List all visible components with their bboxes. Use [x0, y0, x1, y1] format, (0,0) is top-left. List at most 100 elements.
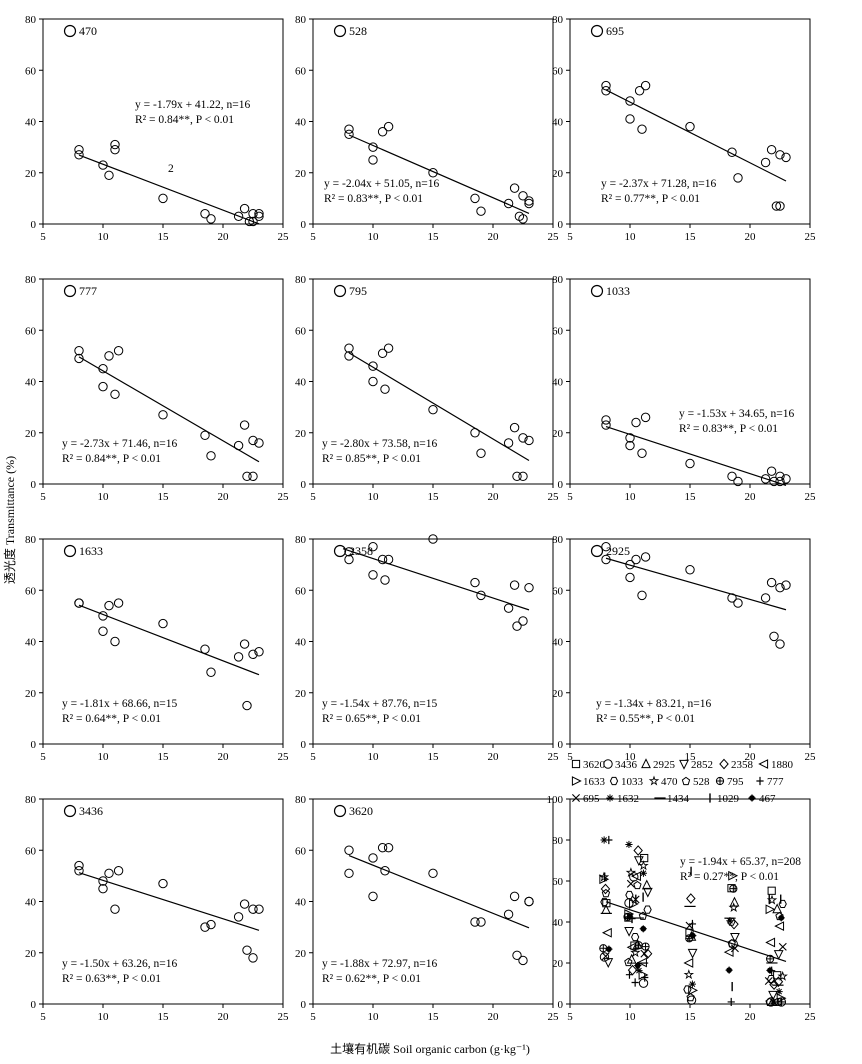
- data-point: [631, 554, 641, 565]
- y-tick-label: 60: [552, 325, 564, 337]
- data-point: [110, 389, 120, 400]
- data-point: [686, 992, 695, 1002]
- data-point: [601, 80, 611, 91]
- legend-label: 695: [583, 793, 600, 805]
- data-point: [74, 144, 84, 155]
- x-tick-label: 10: [368, 751, 380, 763]
- data-point: [428, 168, 438, 178]
- panel-label: 695: [606, 24, 624, 38]
- data-point: [683, 985, 692, 994]
- data-point: [518, 955, 528, 966]
- data-point: [777, 997, 785, 1007]
- legend-label: 2358: [731, 759, 754, 771]
- y-tick-label: 80: [25, 794, 37, 806]
- x-tick-label: 25: [548, 231, 560, 243]
- legend-marker: [572, 794, 580, 802]
- data-point: [74, 860, 84, 871]
- data-point: [775, 150, 785, 160]
- data-point: [254, 904, 264, 914]
- x-tick-label: 10: [625, 231, 637, 243]
- r-squared: R² = 0.27**, P < 0.01: [680, 871, 779, 883]
- x-tick-label: 10: [98, 491, 110, 503]
- data-point: [74, 353, 84, 364]
- data-point: [728, 902, 739, 913]
- data-point: [773, 950, 784, 960]
- data-point: [638, 978, 649, 988]
- legend-label: 777: [767, 776, 784, 788]
- panel-2358: 5 10 15 20 25 0 20 40 60 80 2358 y = -1.54x + 87.76…: [295, 534, 559, 763]
- data-point: [638, 860, 649, 871]
- x-tick-label: 5: [40, 1011, 46, 1023]
- r-squared: R² = 0.64**, P < 0.01: [62, 713, 161, 725]
- x-tick-label: 20: [745, 1011, 757, 1023]
- data-point: [158, 193, 168, 204]
- r-squared: R² = 0.83**, P < 0.01: [679, 423, 778, 435]
- legend-label: 470: [661, 776, 678, 788]
- data-point: [775, 201, 785, 211]
- data-point: [629, 872, 639, 882]
- legend-marker: [679, 759, 689, 770]
- panel-470: 5 10 15 20 25 0 20 40 60 80 470 y = -1.79x + 41.22,…: [25, 14, 289, 243]
- data-point: [524, 582, 534, 593]
- panel-label-marker: [63, 804, 77, 818]
- regression-equation: y = -1.88x + 72.97, n=16: [322, 958, 438, 970]
- data-point: [113, 598, 124, 608]
- legend-marker: [719, 758, 729, 770]
- data-point: [601, 952, 610, 961]
- legend-label: 3436: [615, 759, 638, 771]
- data-point: [98, 626, 108, 636]
- y-tick-label: 0: [558, 999, 564, 1011]
- x-tick-label: 15: [428, 751, 440, 763]
- data-point: [158, 878, 168, 889]
- y-tick-label: 40: [552, 637, 564, 649]
- data-point: [686, 995, 697, 1005]
- legend-label: 795: [727, 776, 744, 788]
- data-point: [503, 438, 514, 448]
- data-point: [254, 438, 264, 448]
- y-tick-label: 40: [552, 117, 564, 129]
- data-point: [641, 879, 652, 890]
- y-tick-label: 80: [295, 794, 307, 806]
- data-point: [377, 127, 388, 137]
- data-point: [729, 884, 738, 893]
- x-tick-label: 10: [625, 491, 637, 503]
- data-point: [768, 990, 778, 1001]
- data-point: [600, 883, 611, 895]
- x-tick-label: 10: [625, 751, 637, 763]
- data-point: [625, 433, 635, 443]
- data-point: [512, 621, 522, 631]
- data-point: [470, 917, 480, 927]
- legend-marker: [603, 759, 613, 769]
- data-point: [248, 435, 258, 446]
- data-point: [640, 80, 651, 91]
- panel-1033: 5 10 15 20 25 0 20 40 60 80 1033 y = -1.53x + 34.65…: [552, 274, 816, 503]
- data-point: [640, 853, 649, 863]
- data-point: [98, 876, 108, 886]
- data-point: [775, 471, 785, 482]
- data-point: [730, 932, 740, 943]
- data-point: [601, 420, 611, 430]
- data-point: [158, 618, 168, 629]
- data-point: [518, 191, 528, 201]
- data-point: [686, 893, 696, 904]
- data-point: [640, 412, 651, 423]
- y-tick-label: 80: [25, 14, 37, 26]
- data-point: [685, 458, 695, 469]
- r-squared: R² = 0.62**, P < 0.01: [322, 973, 421, 985]
- data-point: [685, 565, 695, 575]
- data-point: [476, 448, 486, 458]
- data-point: [524, 196, 534, 206]
- data-point: [518, 616, 528, 626]
- y-tick-label: 40: [25, 377, 37, 389]
- y-tick-label: 0: [31, 739, 37, 751]
- data-point: [113, 346, 124, 356]
- x-tick-label: 20: [218, 751, 230, 763]
- x-tick-label: 20: [488, 751, 500, 763]
- data-point: [633, 845, 643, 856]
- data-point: [634, 86, 645, 96]
- data-point: [777, 970, 788, 981]
- data-point: [600, 836, 608, 844]
- data-point: [773, 976, 784, 988]
- y-tick-label: 60: [25, 585, 37, 597]
- y-tick-label: 0: [301, 219, 307, 231]
